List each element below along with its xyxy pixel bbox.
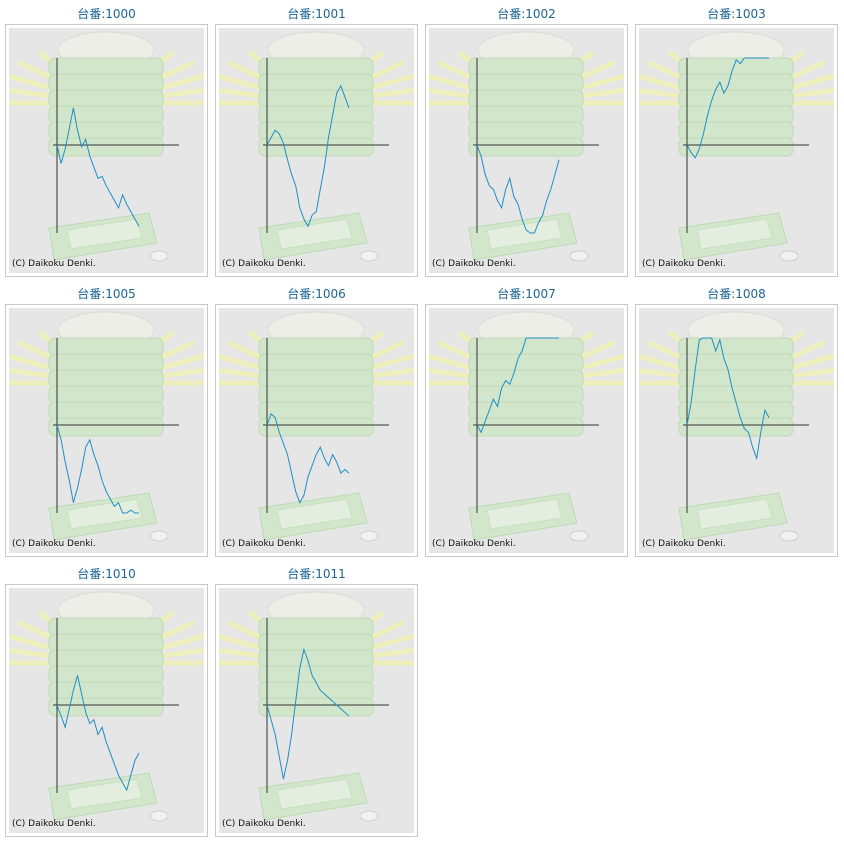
machine-title-link[interactable]: 台番:1010 <box>77 567 136 581</box>
slump-graph: (C) Daikoku Denki. <box>9 308 204 553</box>
machine-card[interactable]: 台番:1008 (C) Daikoku Denki. <box>635 282 838 557</box>
graph-frame: (C) Daikoku Denki. <box>5 584 208 837</box>
graph-frame: (C) Daikoku Denki. <box>215 584 418 837</box>
copyright-text: (C) Daikoku Denki. <box>642 539 726 549</box>
machine-card[interactable]: 台番:1003 (C) Daikoku Denki. <box>635 2 838 277</box>
background-art <box>9 311 204 542</box>
graph-frame: (C) Daikoku Denki. <box>425 304 628 557</box>
machine-card[interactable]: 台番:1006 (C) Daikoku Denki. <box>215 282 418 557</box>
graph-frame: (C) Daikoku Denki. <box>635 304 838 557</box>
series-line <box>56 107 140 227</box>
series-line <box>266 413 350 504</box>
machine-card[interactable]: 台番:1007 (C) Daikoku Denki. <box>425 282 628 557</box>
slump-graph: (C) Daikoku Denki. <box>429 308 624 553</box>
machine-card[interactable]: 台番:1005 (C) Daikoku Denki. <box>5 282 208 557</box>
series-line <box>476 144 560 234</box>
series-line <box>686 57 769 159</box>
machine-title-link[interactable]: 台番:1007 <box>497 287 556 301</box>
machine-card[interactable]: 台番:1011 (C) Daikoku Denki. <box>215 562 418 837</box>
background-art <box>219 591 414 822</box>
slump-graph: (C) Daikoku Denki. <box>9 28 204 273</box>
slump-graph: (C) Daikoku Denki. <box>639 308 834 553</box>
copyright-text: (C) Daikoku Denki. <box>642 259 726 269</box>
machine-title-link[interactable]: 台番:1003 <box>707 7 766 21</box>
slump-graph: (C) Daikoku Denki. <box>9 588 204 833</box>
machine-card[interactable]: 台番:1001 (C) Daikoku Denki. <box>215 2 418 277</box>
machine-title-link[interactable]: 台番:1000 <box>77 7 136 21</box>
graph-frame: (C) Daikoku Denki. <box>5 24 208 277</box>
machine-title-link[interactable]: 台番:1002 <box>497 7 556 21</box>
copyright-text: (C) Daikoku Denki. <box>12 819 96 829</box>
machine-title-link[interactable]: 台番:1005 <box>77 287 136 301</box>
slump-graph: (C) Daikoku Denki. <box>219 588 414 833</box>
graph-frame: (C) Daikoku Denki. <box>215 304 418 557</box>
machine-title-link[interactable]: 台番:1011 <box>287 567 346 581</box>
machine-title-link[interactable]: 台番:1008 <box>707 287 766 301</box>
series-line <box>476 337 559 434</box>
background-art <box>9 31 204 262</box>
background-art <box>219 31 414 262</box>
background-art <box>639 31 834 262</box>
graph-frame: (C) Daikoku Denki. <box>5 304 208 557</box>
series-line <box>266 84 350 228</box>
background-art <box>9 591 204 822</box>
slump-graph: (C) Daikoku Denki. <box>219 308 414 553</box>
series-line <box>266 647 350 780</box>
graph-frame: (C) Daikoku Denki. <box>425 24 628 277</box>
graph-frame: (C) Daikoku Denki. <box>215 24 418 277</box>
copyright-text: (C) Daikoku Denki. <box>222 539 306 549</box>
series-line <box>56 424 139 514</box>
machine-title-link[interactable]: 台番:1006 <box>287 287 346 301</box>
series-line <box>56 675 140 792</box>
background-art <box>219 311 414 542</box>
copyright-text: (C) Daikoku Denki. <box>222 259 306 269</box>
copyright-text: (C) Daikoku Denki. <box>12 259 96 269</box>
series-line <box>686 337 770 461</box>
slump-graph: (C) Daikoku Denki. <box>429 28 624 273</box>
slump-graph: (C) Daikoku Denki. <box>639 28 834 273</box>
machine-card[interactable]: 台番:1000 (C) Daikoku Denki. <box>5 2 208 277</box>
machine-title-link[interactable]: 台番:1001 <box>287 7 346 21</box>
copyright-text: (C) Daikoku Denki. <box>432 259 516 269</box>
background-art <box>429 311 624 542</box>
copyright-text: (C) Daikoku Denki. <box>12 539 96 549</box>
slump-graph: (C) Daikoku Denki. <box>219 28 414 273</box>
machine-card[interactable]: 台番:1010 (C) Daikoku Denki. <box>5 562 208 837</box>
copyright-text: (C) Daikoku Denki. <box>222 819 306 829</box>
graph-frame: (C) Daikoku Denki. <box>635 24 838 277</box>
machine-card[interactable]: 台番:1002 (C) Daikoku Denki. <box>425 2 628 277</box>
copyright-text: (C) Daikoku Denki. <box>432 539 516 549</box>
background-art <box>429 31 624 262</box>
background-art <box>639 311 834 542</box>
